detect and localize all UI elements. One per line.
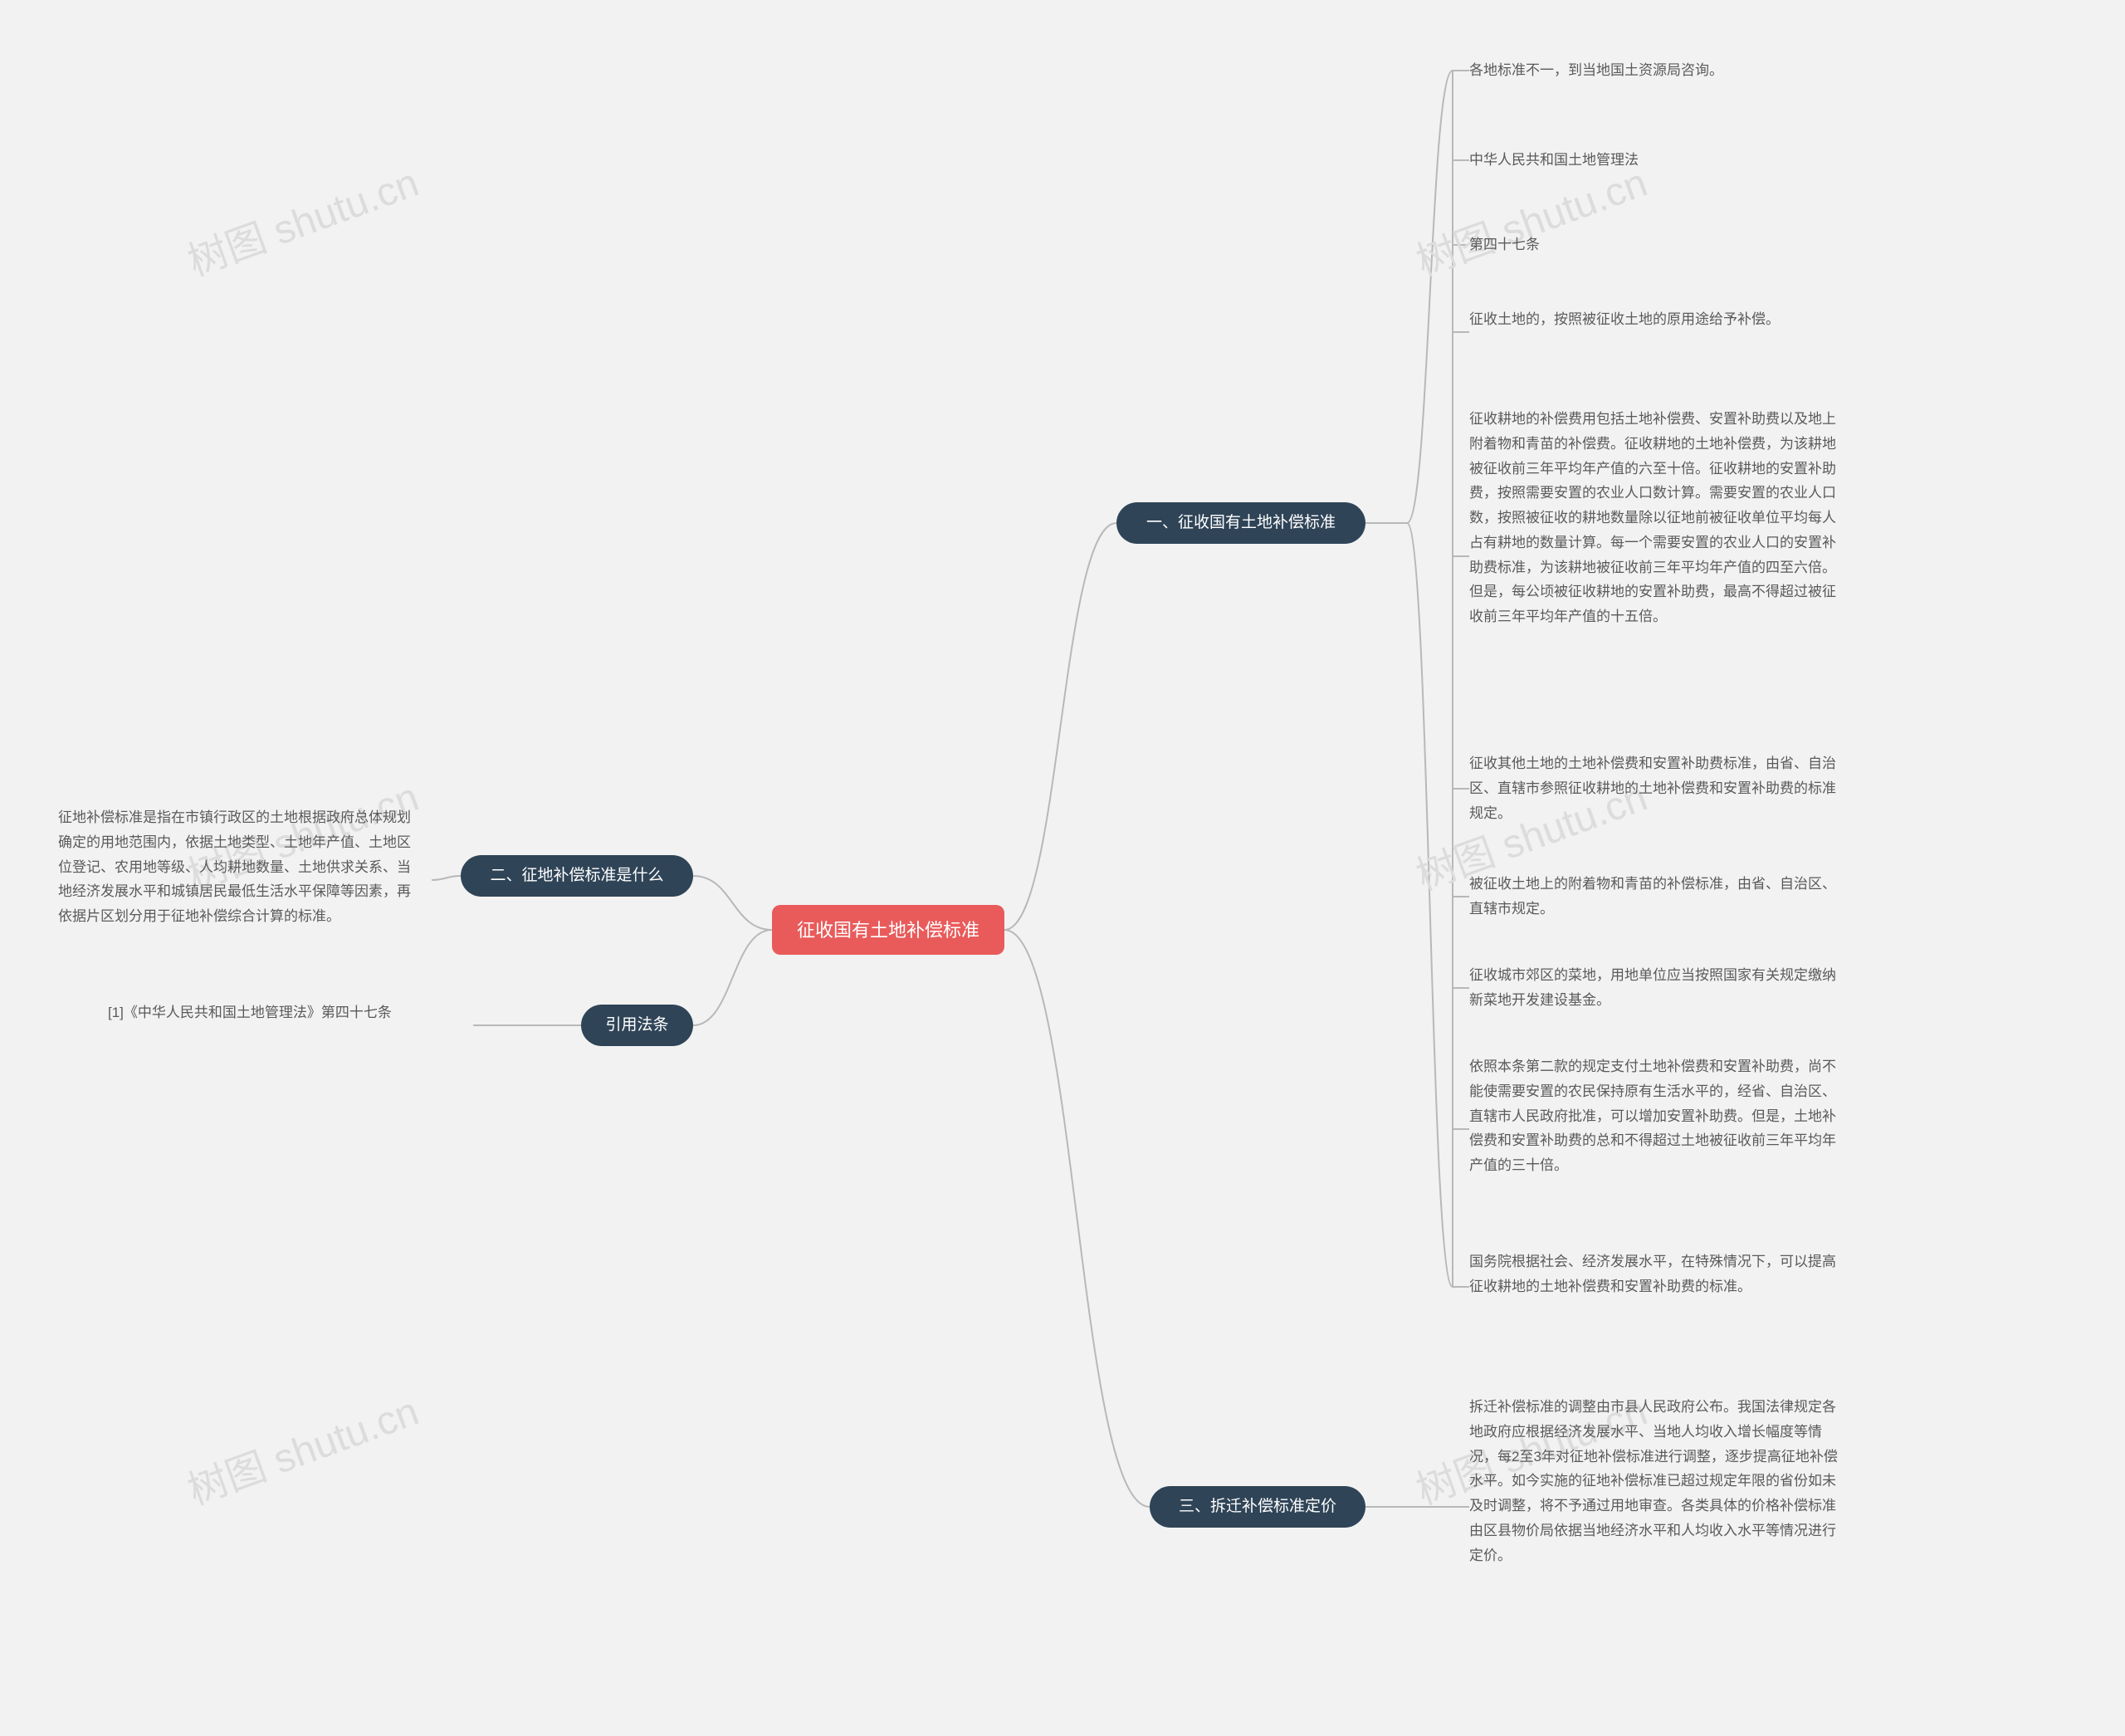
leaf-node: 中华人民共和国土地管理法 bbox=[1469, 148, 1818, 173]
root-node[interactable]: 征收国有土地补偿标准 bbox=[772, 905, 1004, 955]
leaf-node: 被征收土地上的附着物和青苗的补偿标准，由省、自治区、直辖市规定。 bbox=[1469, 872, 1843, 922]
leaf-node: 第四十七条 bbox=[1469, 232, 1818, 257]
branch-node-l4[interactable]: 引用法条 bbox=[581, 1005, 693, 1046]
leaf-node: 依照本条第二款的规定支付土地补偿费和安置补助费，尚不能使需要安置的农民保持原有生… bbox=[1469, 1054, 1843, 1178]
watermark: 树图 shutu.cn bbox=[178, 1379, 425, 1516]
watermark: 树图 shutu.cn bbox=[178, 150, 425, 287]
leaf-node: 征收城市郊区的菜地，用地单位应当按照国家有关规定缴纳新菜地开发建设基金。 bbox=[1469, 963, 1843, 1013]
branch-node-r1[interactable]: 一、征收国有土地补偿标准 bbox=[1116, 502, 1365, 544]
leaf-node: 征收耕地的补偿费用包括土地补偿费、安置补助费以及地上附着物和青苗的补偿费。征收耕… bbox=[1469, 407, 1843, 629]
leaf-node: 国务院根据社会、经济发展水平，在特殊情况下，可以提高征收耕地的土地补偿费和安置补… bbox=[1469, 1249, 1843, 1299]
leaf-node: [1]《中华人民共和国土地管理法》第四十七条 bbox=[108, 1000, 465, 1025]
leaf-node: 征收其他土地的土地补偿费和安置补助费标准，由省、自治区、直辖市参照征收耕地的土地… bbox=[1469, 751, 1843, 825]
leaf-node: 征地补偿标准是指在市镇行政区的土地根据政府总体规划确定的用地范围内，依据土地类型… bbox=[58, 805, 423, 929]
branch-node-l2[interactable]: 二、征地补偿标准是什么 bbox=[461, 855, 693, 897]
leaf-node: 拆迁补偿标准的调整由市县人民政府公布。我国法律规定各地政府应根据经济发展水平、当… bbox=[1469, 1395, 1843, 1567]
leaf-node: 征收土地的，按照被征收土地的原用途给予补偿。 bbox=[1469, 307, 1818, 332]
leaf-node: 各地标准不一，到当地国土资源局咨询。 bbox=[1469, 58, 1818, 83]
branch-node-r3[interactable]: 三、拆迁补偿标准定价 bbox=[1150, 1486, 1365, 1528]
mindmap-canvas: 树图 shutu.cn树图 shutu.cn树图 shutu.cn树图 shut… bbox=[0, 0, 2125, 1736]
